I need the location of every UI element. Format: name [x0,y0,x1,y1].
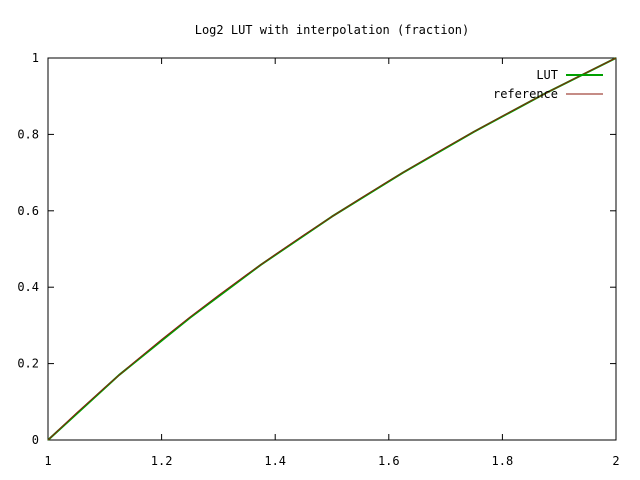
plot-frame [47,57,617,441]
y-tick-label: 0.4 [17,280,39,294]
x-tick-label: 2 [612,454,619,468]
series-line-lut [47,57,617,441]
x-tick-label: 1 [44,454,51,468]
tick-labels: 1 1.2 1.4 1.6 1.8 2 0 0.2 0.4 0.6 0.8 1 [17,51,619,468]
x-tick-label: 1.4 [264,454,286,468]
chart-title: Log2 LUT with interpolation (fraction) [195,23,470,37]
x-tick-label: 1.8 [492,454,514,468]
y-tick-label: 0.6 [17,204,39,218]
series-lines [47,57,617,441]
y-tick-label: 0.2 [17,357,39,371]
legend-label: reference [493,87,558,101]
y-tick-label: 1 [32,51,39,65]
x-tick-label: 1.2 [151,454,173,468]
y-tick-label: 0 [32,433,39,447]
y-tick-label: 0.8 [17,127,39,141]
legend-label: LUT [536,68,558,82]
x-tick-label: 1.6 [378,454,400,468]
series-line-reference [47,57,617,441]
legend: LUT reference [493,68,603,101]
axis-ticks [47,57,617,441]
